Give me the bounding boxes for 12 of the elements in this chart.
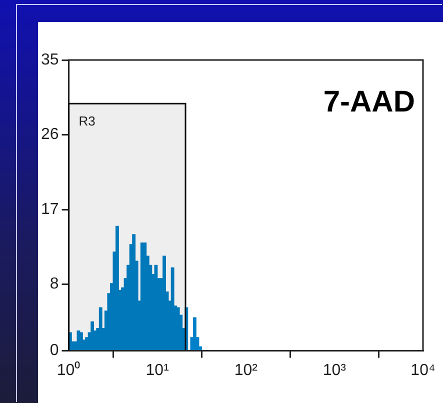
x-tick-label: 10⁴ — [410, 362, 436, 379]
x-tick-label: 10⁰ — [56, 360, 81, 379]
y-tick-label: 17 — [41, 200, 59, 218]
y-tick-label: 0 — [50, 342, 59, 360]
band-label: R3 — [78, 114, 96, 129]
x-tick-label: 10³ — [322, 362, 347, 379]
text: 7-AAD — [323, 85, 415, 118]
y-tick-label: 26 — [41, 126, 59, 144]
x-tick-label: 10² — [234, 362, 258, 379]
y-tick-label: 8 — [50, 276, 59, 293]
x-tick-label: 10¹ — [146, 362, 169, 379]
y-tick-label: 35 — [41, 51, 59, 68]
